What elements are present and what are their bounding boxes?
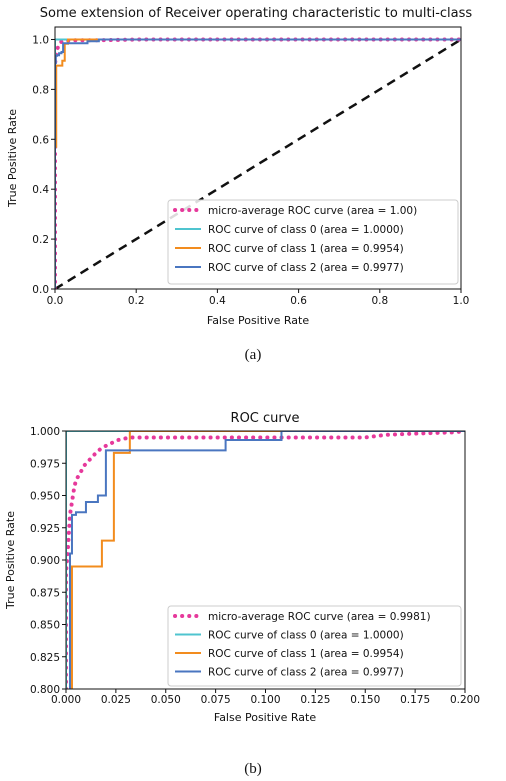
chart-b-ytick-label: 0.850: [30, 620, 60, 632]
chart-a-xtick-label: 1.0: [453, 295, 470, 307]
chart-b-legend-box: [167, 605, 462, 687]
chart-b-ytick-label: 0.825: [30, 652, 60, 664]
chart-a-series-3-line: [55, 38, 461, 289]
chart-b-ytick-label: 0.975: [30, 458, 60, 470]
chart-b-legend-label: micro-average ROC curve (area = 0.9981): [208, 611, 431, 623]
chart-b-ytick-label: 0.900: [30, 555, 60, 567]
chart-a-xtick-label: 0.6: [290, 295, 307, 307]
chart-b-series-2-line: [70, 431, 465, 689]
chart-b-xtick-label: 0.200: [450, 694, 480, 706]
chart-b-xtick-label: 0.050: [151, 694, 181, 706]
chart-b-ylabel: True Positive Rate: [4, 511, 17, 610]
chart-b-ytick-label: 0.875: [30, 587, 60, 599]
chart-b-xtick-label: 0.175: [400, 694, 430, 706]
chart-a-xlabel: False Positive Rate: [207, 314, 309, 327]
chart-b-series-3-line: [68, 431, 465, 689]
chart-a-xtick-label: 0.0: [47, 295, 64, 307]
panel-a: Some extension of Receiver operating cha…: [6, 6, 472, 363]
panel-b: ROC curve True Positive Rate False Posit…: [4, 411, 480, 777]
chart-b-xtick-label: 0.100: [250, 694, 280, 706]
chart-a-legend-label: ROC curve of class 2 (area = 0.9977): [208, 262, 404, 274]
chart-b-xtick-label: 0.025: [101, 694, 131, 706]
chart-a-ytick-label: 1.0: [32, 34, 49, 46]
chart-b-ytick-label: 1.000: [30, 426, 60, 438]
caption-b: (b): [244, 761, 262, 777]
chart-b-ytick-label: 0.925: [30, 523, 60, 535]
chart-a-legend-box: [167, 199, 459, 285]
chart-a-xtick-label: 0.4: [209, 295, 226, 307]
chart-b-xlabel: False Positive Rate: [214, 711, 316, 724]
chart-b-ytick-label: 0.950: [30, 491, 60, 503]
chart-b-series-0-line: [66, 431, 465, 689]
chart-b-xtick-label: 0.150: [350, 694, 380, 706]
chart-a-legend-label: ROC curve of class 1 (area = 0.9954): [208, 243, 404, 255]
chart-a-ylabel: True Positive Rate: [6, 109, 19, 208]
chart-a-ytick-label: 0.0: [32, 284, 49, 296]
caption-a: (a): [245, 347, 262, 363]
chart-a-xtick-label: 0.8: [371, 295, 388, 307]
chart-a-frame: [54, 26, 462, 290]
chart-a-legend: micro-average ROC curve (area = 1.00) ROC…: [167, 199, 459, 285]
chart-b-xtick-label: 0.000: [51, 694, 81, 706]
chart-b-xtick-label: 0.125: [300, 694, 330, 706]
chart-a-ytick-label: 0.8: [32, 84, 49, 96]
chart-a-ytick-label: 0.4: [32, 184, 49, 196]
chart-b-legend-label: ROC curve of class 0 (area = 1.0000): [208, 630, 404, 642]
chart-b-title: ROC curve: [231, 411, 300, 426]
chart-b-legend-label: ROC curve of class 2 (area = 0.9977): [208, 667, 404, 679]
chart-a-ytick-label: 0.6: [32, 134, 49, 146]
chart-a-legend-label: micro-average ROC curve (area = 1.00): [208, 205, 417, 217]
chart-a-series-4-line: [55, 38, 461, 289]
chart-a-title: Some extension of Receiver operating cha…: [40, 6, 473, 21]
chart-a-xtick-label: 0.2: [128, 295, 145, 307]
chart-a-ytick-label: 0.2: [32, 234, 49, 246]
chart-b-legend-label: ROC curve of class 1 (area = 0.9954): [208, 648, 404, 660]
chart-b-xtick-label: 0.075: [201, 694, 231, 706]
chart-b-legend: micro-average ROC curve (area = 0.9981) R…: [167, 605, 462, 687]
chart-a-legend-label: ROC curve of class 0 (area = 1.0000): [208, 224, 404, 236]
chart-b-ytick-label: 0.800: [30, 684, 60, 696]
